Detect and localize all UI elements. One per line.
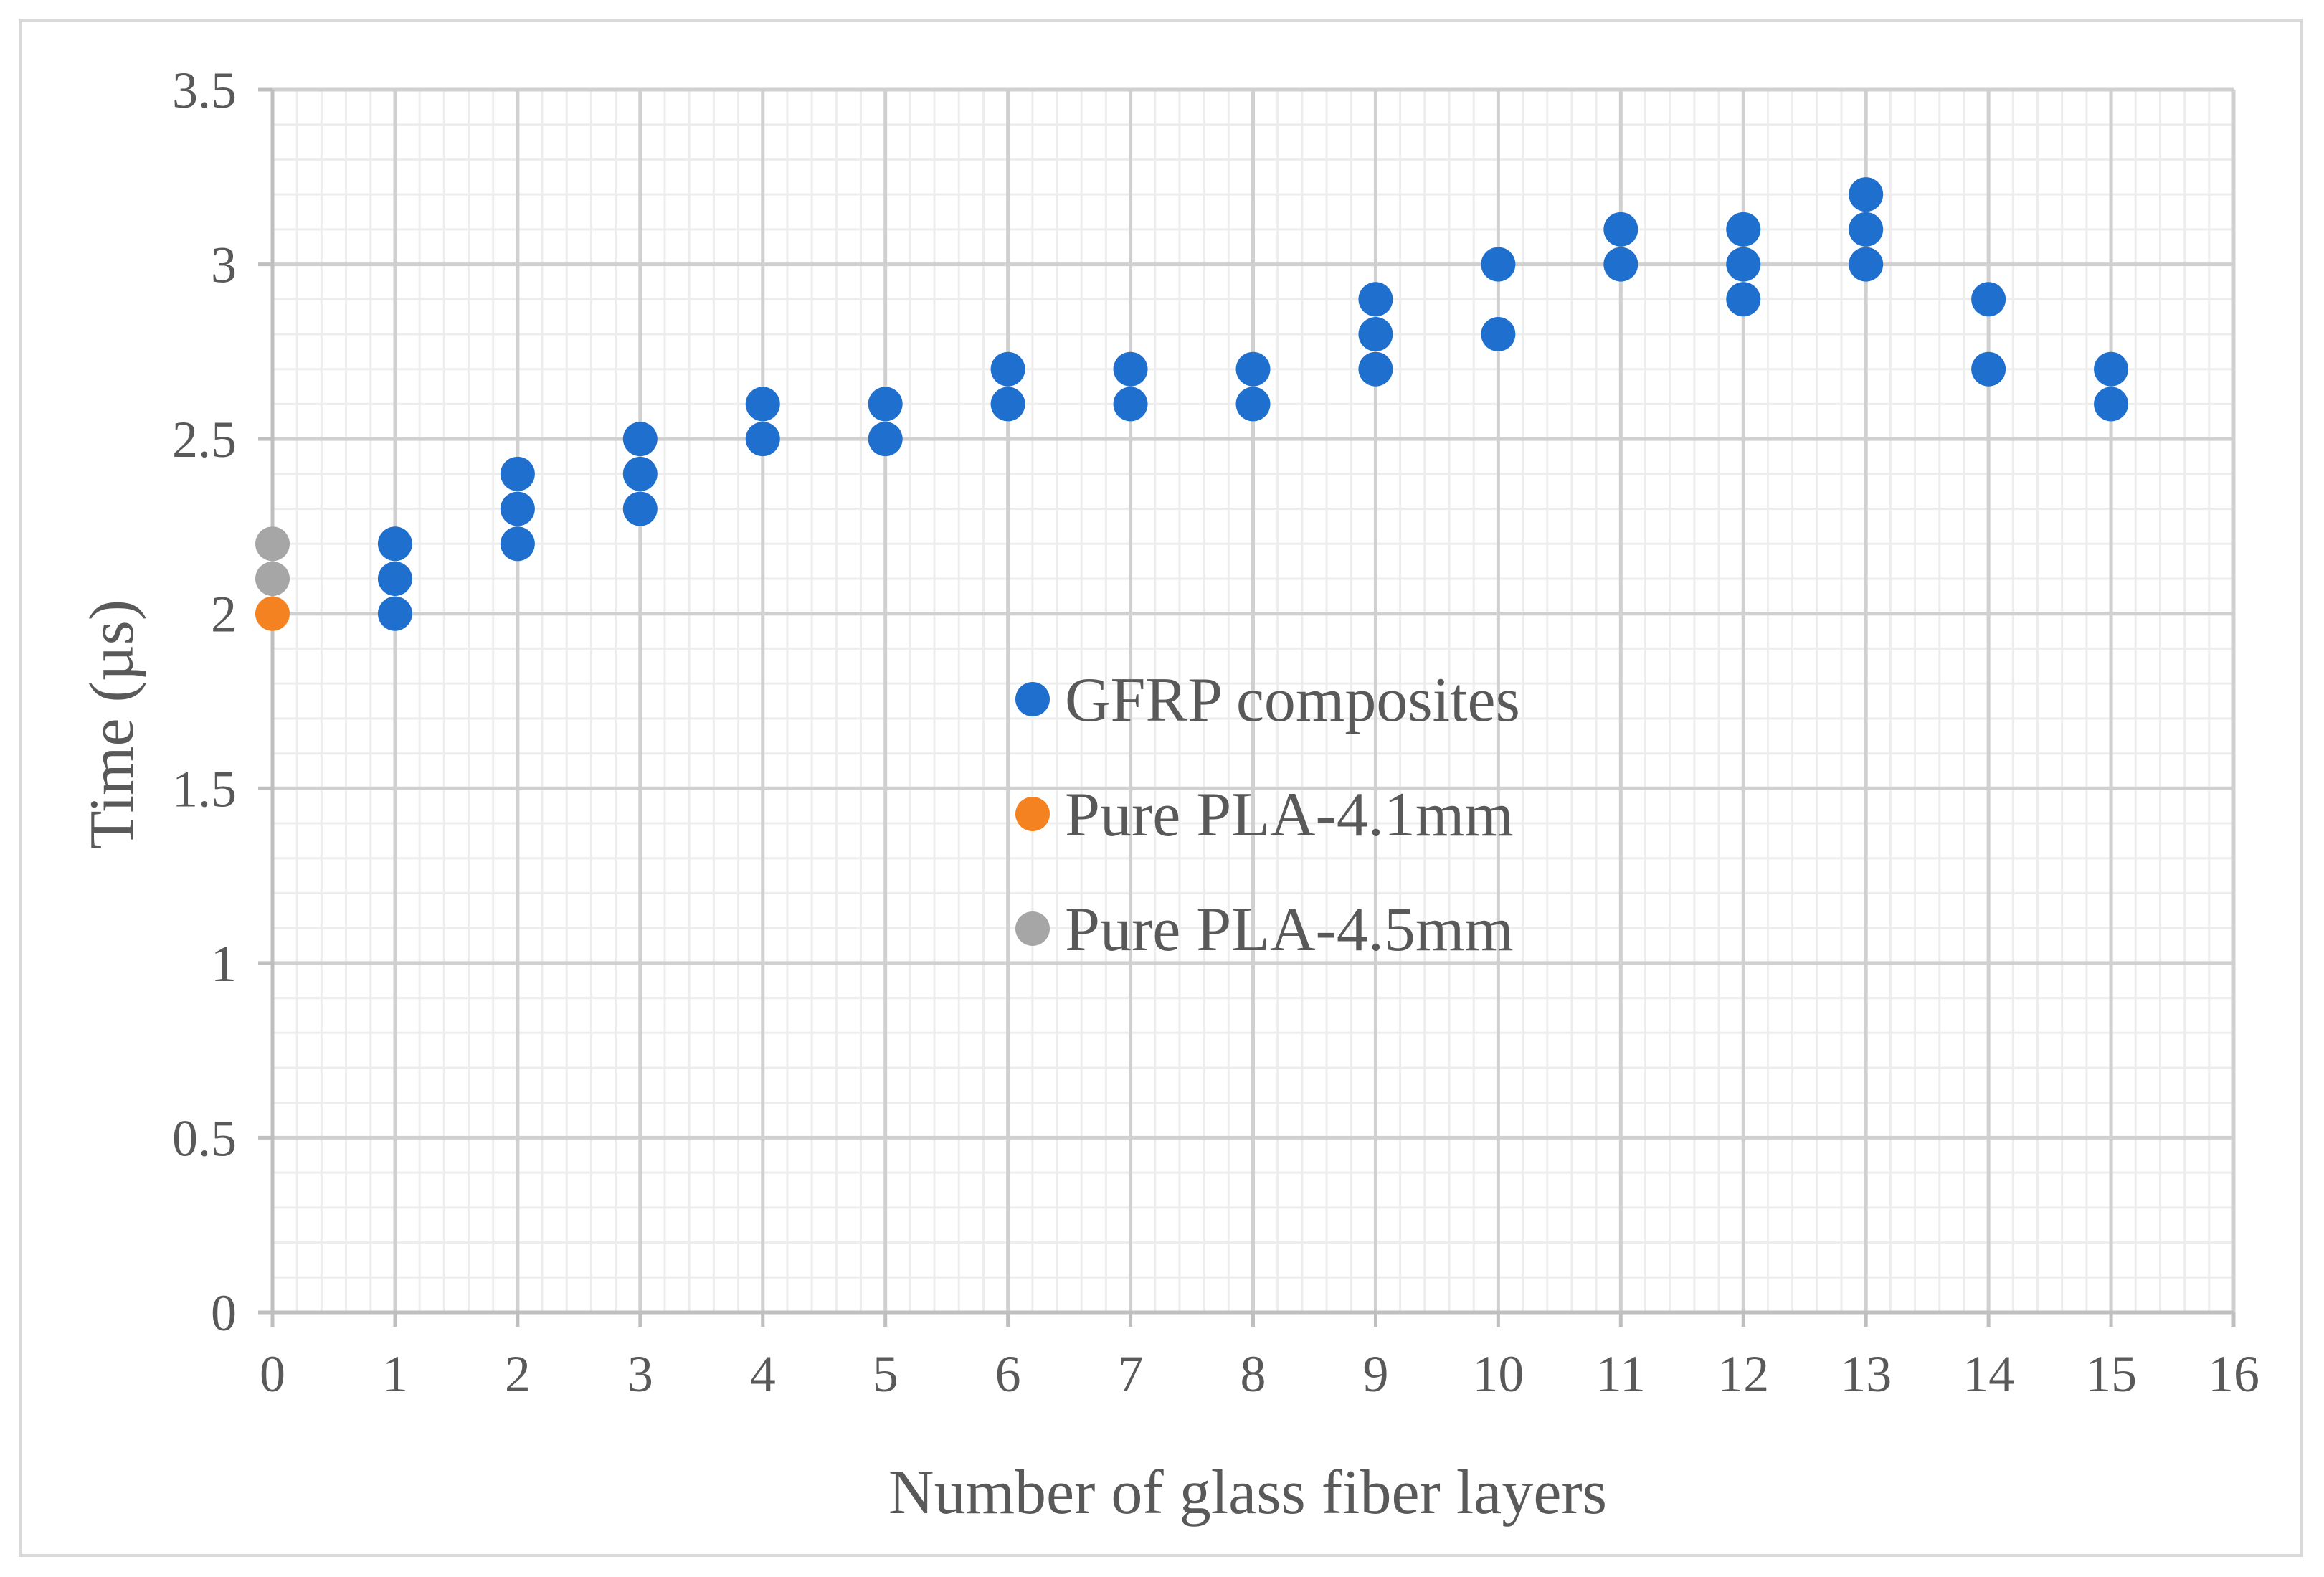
point-gfrp-composites (377, 562, 412, 596)
y-tick-label: 0.5 (172, 1109, 237, 1167)
point-gfrp-composites (622, 422, 658, 457)
point-gfrp-composites (1849, 212, 1884, 247)
point-gfrp-composites (990, 387, 1025, 422)
point-gfrp-composites (1849, 247, 1884, 282)
data-points (255, 177, 2129, 631)
point-gfrp-composites (745, 387, 780, 422)
point-gfrp-composites (1235, 351, 1271, 387)
legend-label-pure-pla-4-1mm: Pure PLA-4.1mm (1065, 780, 1514, 850)
point-gfrp-composites (1358, 282, 1393, 317)
x-tick-label: 6 (995, 1345, 1021, 1403)
point-gfrp-composites (377, 526, 412, 562)
point-gfrp-composites (868, 387, 903, 422)
point-gfrp-composites (1113, 387, 1148, 422)
point-gfrp-composites (1358, 317, 1393, 351)
point-gfrp-composites (1481, 247, 1516, 282)
legend: GFRP composites Pure PLA-4.1mm Pure PLA-4.… (1015, 666, 1520, 965)
point-gfrp-composites (1971, 282, 2006, 317)
point-gfrp-composites (2094, 351, 2129, 387)
x-tick-labels: 0 1 2 3 4 5 6 7 8 9 10 11 12 13 14 15 16 (260, 1345, 2259, 1403)
point-gfrp-composites (500, 456, 535, 491)
point-gfrp-composites (1603, 247, 1638, 282)
point-gfrp-composites (990, 351, 1025, 387)
x-tick-label: 5 (873, 1345, 898, 1403)
y-tick-label: 1 (211, 935, 237, 993)
point-gfrp-composites (1481, 317, 1516, 351)
x-tick-label: 10 (1472, 1345, 1524, 1403)
legend-label-pure-pla-4-5mm: Pure PLA-4.5mm (1065, 895, 1514, 965)
x-tick-label: 11 (1596, 1345, 1646, 1403)
axes (258, 87, 2236, 1327)
point-gfrp-composites (622, 456, 658, 491)
x-axis-title: Number of glass fiber layers (888, 1458, 1607, 1528)
point-gfrp-composites (1113, 351, 1148, 387)
legend-marker-gfrp-composites (1015, 682, 1050, 716)
x-tick-label: 8 (1241, 1345, 1266, 1403)
x-tick-label: 0 (260, 1345, 285, 1403)
y-axis-title: Time (µs) (77, 600, 147, 849)
y-tick-label: 3.5 (172, 62, 237, 119)
point-gfrp-composites (500, 526, 535, 562)
y-tick-label: 2 (211, 586, 237, 643)
point-gfrp-composites (2094, 387, 2129, 422)
x-tick-label: 12 (1717, 1345, 1769, 1403)
point-gfrp-composites (868, 422, 903, 457)
x-tick-label: 3 (627, 1345, 653, 1403)
x-tick-label: 16 (2208, 1345, 2259, 1403)
x-tick-label: 14 (1963, 1345, 2014, 1403)
x-tick-label: 9 (1362, 1345, 1388, 1403)
x-tick-label: 2 (505, 1345, 531, 1403)
point-pure-pla-4-5mm (255, 562, 290, 596)
point-gfrp-composites (377, 596, 412, 631)
legend-marker-pure-pla-4-1mm (1015, 797, 1050, 831)
legend-label-gfrp-composites: GFRP composites (1065, 666, 1520, 735)
point-gfrp-composites (500, 491, 535, 526)
point-gfrp-composites (1726, 247, 1761, 282)
point-gfrp-composites (745, 422, 780, 457)
point-gfrp-composites (1971, 351, 2006, 387)
x-tick-label: 1 (382, 1345, 408, 1403)
x-tick-label: 7 (1118, 1345, 1144, 1403)
point-pure-pla-4-1mm (255, 596, 290, 631)
point-gfrp-composites (1726, 282, 1761, 317)
point-gfrp-composites (622, 491, 658, 526)
y-tick-labels: 0 0.5 1 1.5 2 2.5 3 3.5 (172, 62, 237, 1342)
point-gfrp-composites (1849, 177, 1884, 212)
y-tick-label: 3 (211, 237, 237, 294)
x-tick-label: 15 (2085, 1345, 2137, 1403)
point-pure-pla-4-5mm (255, 526, 290, 562)
point-gfrp-composites (1235, 387, 1271, 422)
x-tick-label: 4 (750, 1345, 776, 1403)
point-gfrp-composites (1726, 212, 1761, 247)
x-tick-label: 13 (1840, 1345, 1892, 1403)
y-tick-label: 2.5 (172, 411, 237, 468)
y-tick-label: 0 (211, 1284, 237, 1342)
y-tick-label: 1.5 (172, 760, 237, 818)
legend-marker-pure-pla-4-5mm (1015, 911, 1050, 946)
point-gfrp-composites (1358, 351, 1393, 387)
point-gfrp-composites (1603, 212, 1638, 247)
